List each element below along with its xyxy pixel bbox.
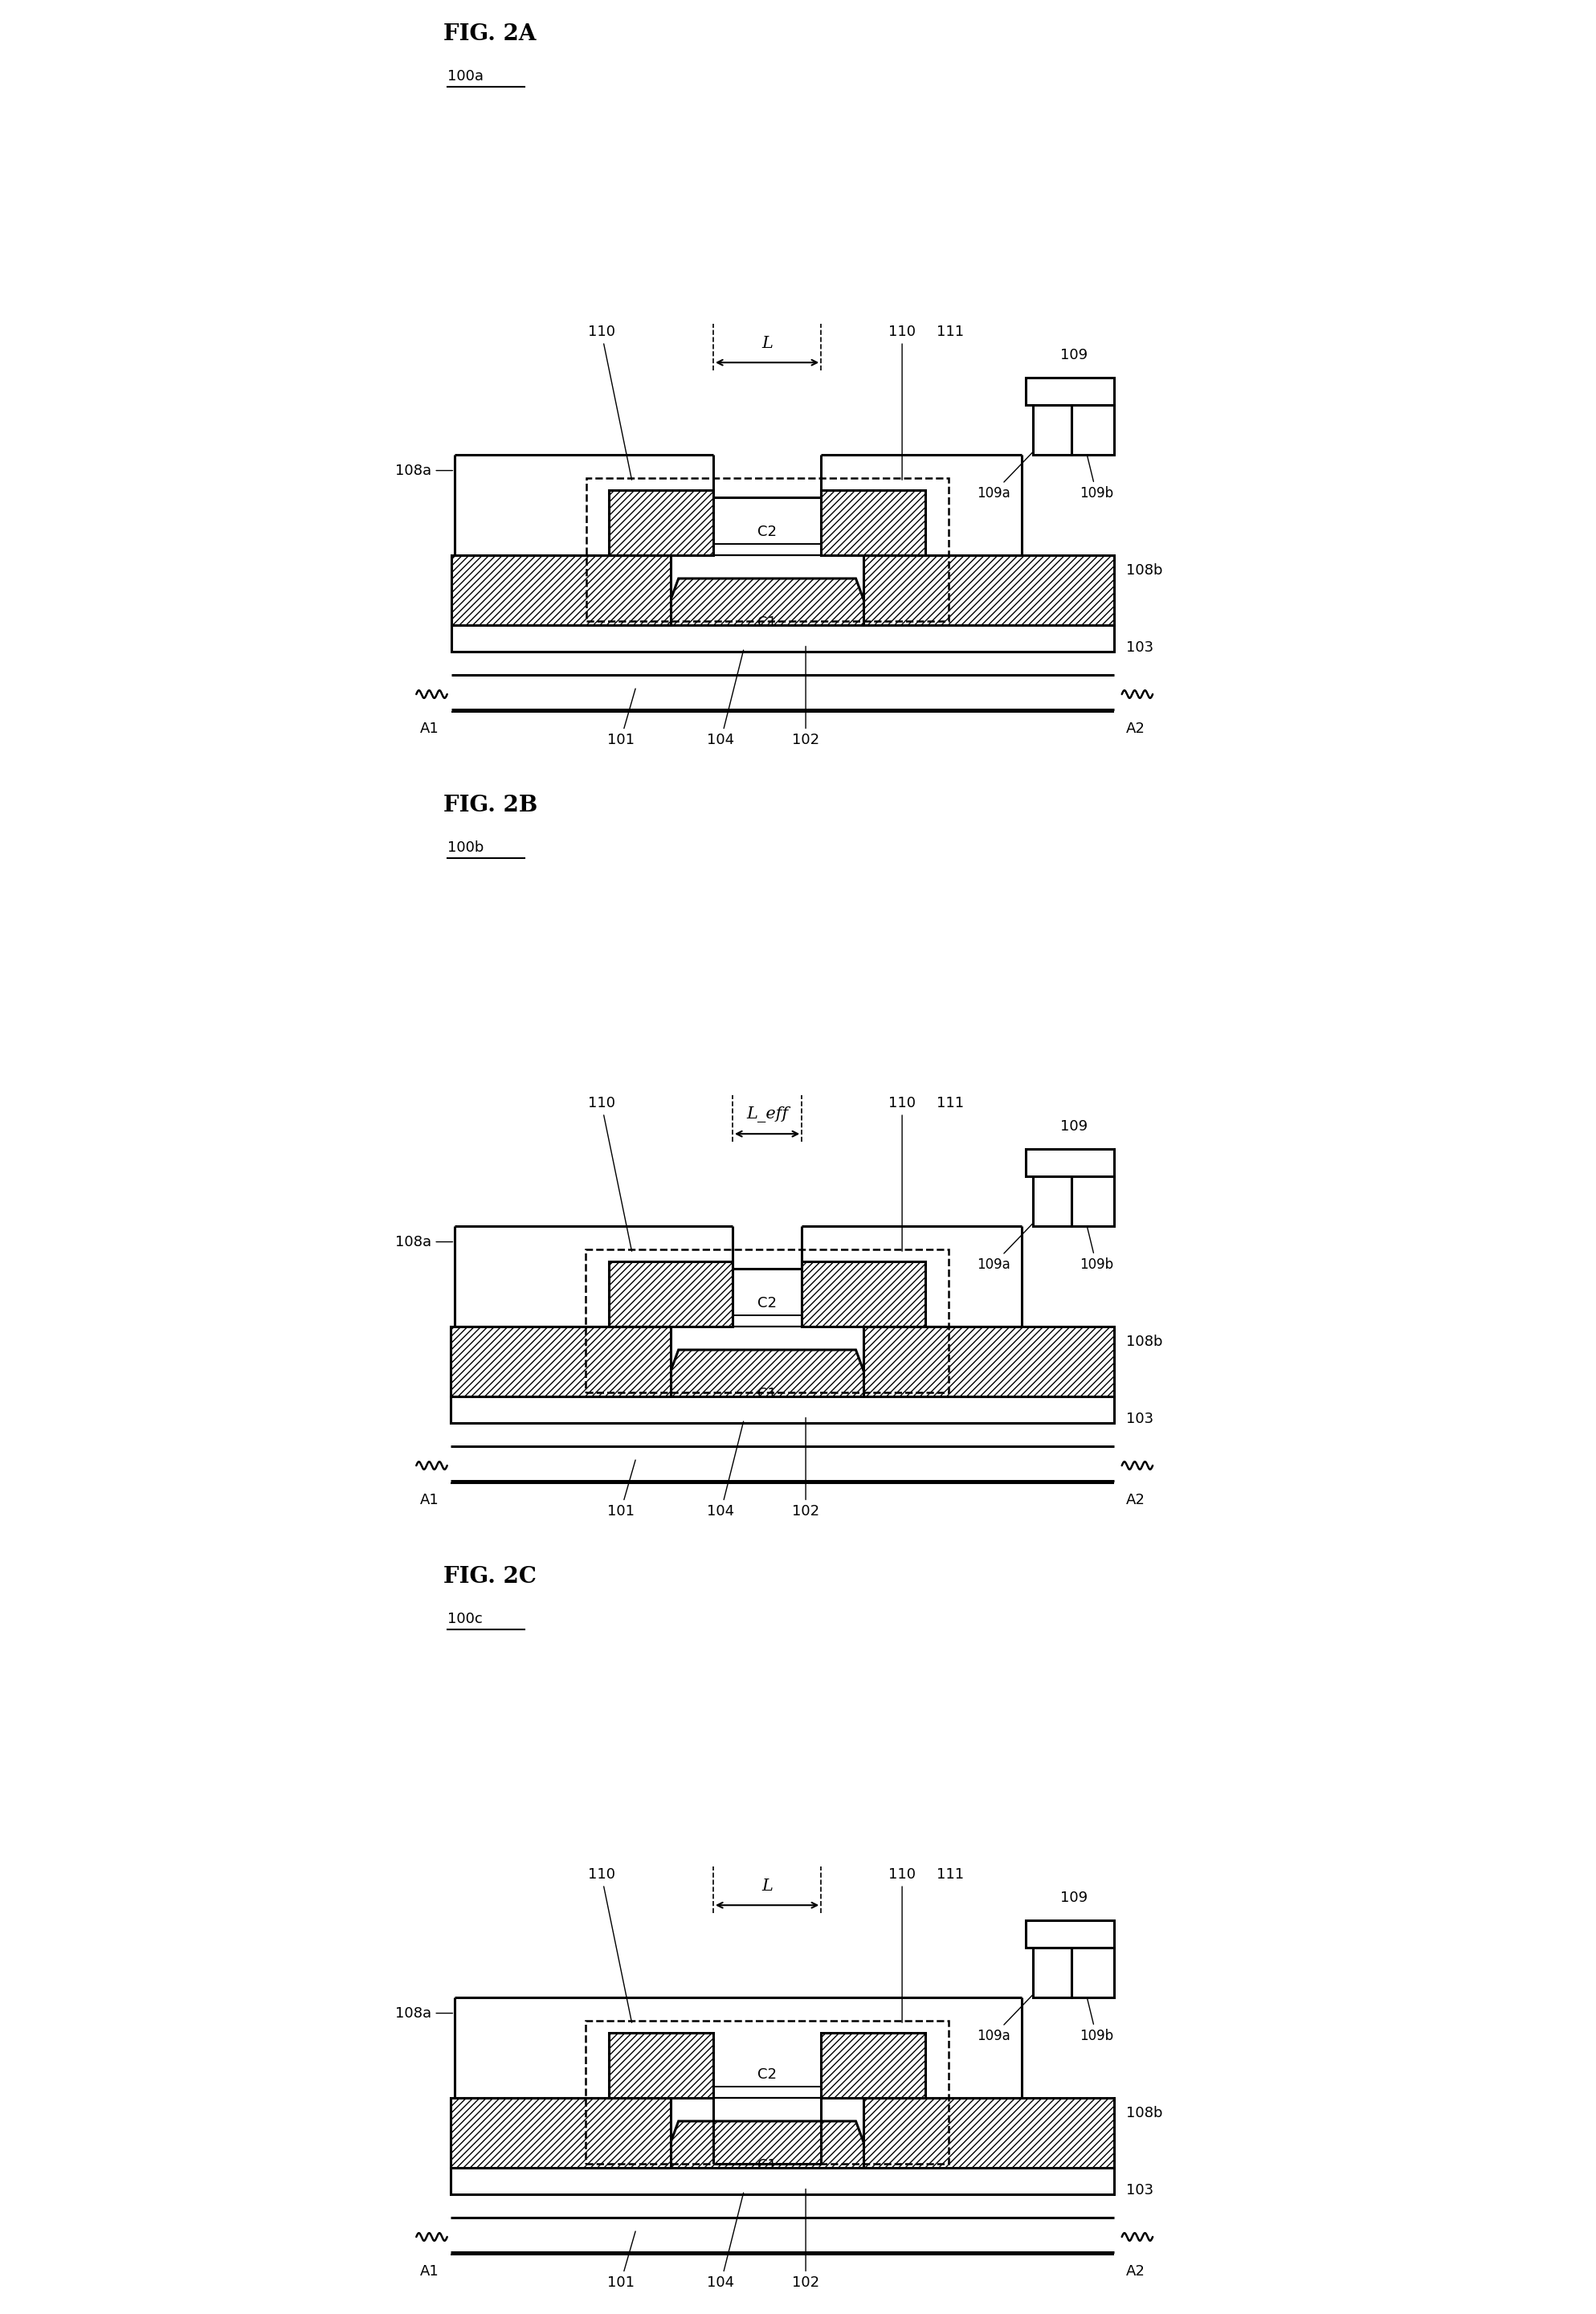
Text: 104: 104: [707, 650, 744, 747]
Text: 104: 104: [707, 2194, 744, 2291]
Text: C1: C1: [758, 2159, 777, 2173]
Polygon shape: [452, 2168, 1114, 2194]
Text: 111: 111: [937, 324, 964, 340]
Text: 110: 110: [587, 324, 632, 479]
Polygon shape: [863, 555, 1114, 625]
Bar: [586, 2020, 948, 2164]
Text: C2: C2: [758, 2069, 777, 2083]
Text: C1: C1: [758, 1386, 777, 1402]
Text: FIG. 2A: FIG. 2A: [444, 23, 536, 44]
Polygon shape: [452, 1326, 670, 1395]
Polygon shape: [1026, 1150, 1114, 1176]
Polygon shape: [452, 625, 1114, 653]
Polygon shape: [651, 2122, 883, 2194]
Polygon shape: [1026, 1921, 1114, 1948]
Text: 109b: 109b: [1079, 442, 1114, 500]
Text: 109b: 109b: [1079, 1985, 1114, 2043]
Text: 110: 110: [889, 324, 916, 479]
Text: L_eff: L_eff: [747, 1106, 788, 1122]
Polygon shape: [820, 2032, 926, 2099]
Text: 102: 102: [792, 646, 819, 747]
Bar: [586, 479, 948, 620]
Polygon shape: [1073, 1176, 1114, 1226]
Text: 109: 109: [1060, 1120, 1087, 1134]
Text: 100a: 100a: [447, 69, 484, 83]
Text: 104: 104: [707, 1421, 744, 1518]
Text: 108b: 108b: [1125, 565, 1162, 578]
Text: 108b: 108b: [1125, 2106, 1162, 2120]
Text: 109a: 109a: [977, 1983, 1044, 2043]
Text: L: L: [761, 336, 772, 352]
Text: 109: 109: [1060, 1891, 1087, 1904]
Polygon shape: [801, 1261, 926, 1326]
Text: 100b: 100b: [447, 840, 484, 856]
Polygon shape: [452, 1395, 1114, 1423]
Polygon shape: [452, 2099, 670, 2168]
Polygon shape: [1033, 405, 1073, 456]
Text: 101: 101: [606, 2231, 635, 2291]
Text: 108b: 108b: [1125, 1335, 1162, 1349]
Polygon shape: [1033, 1948, 1073, 1997]
Text: 101: 101: [606, 1460, 635, 1518]
Text: A1: A1: [420, 722, 439, 736]
Text: 102: 102: [792, 1418, 819, 1518]
Text: 109: 109: [1060, 347, 1087, 363]
Text: A2: A2: [1125, 722, 1144, 736]
Polygon shape: [651, 578, 883, 653]
Text: 103: 103: [1125, 2184, 1154, 2198]
Text: A2: A2: [1125, 2265, 1144, 2279]
Text: A1: A1: [420, 2265, 439, 2279]
Polygon shape: [452, 555, 670, 625]
Polygon shape: [610, 491, 713, 555]
Text: A1: A1: [420, 1493, 439, 1506]
Text: 101: 101: [606, 690, 635, 747]
Text: 109a: 109a: [977, 442, 1044, 500]
Text: 103: 103: [1125, 641, 1154, 655]
Text: 108a: 108a: [396, 463, 453, 477]
Text: FIG. 2C: FIG. 2C: [444, 1567, 536, 1587]
Text: 102: 102: [792, 2189, 819, 2291]
Bar: [586, 1250, 948, 1393]
Polygon shape: [610, 1261, 733, 1326]
Text: 100c: 100c: [447, 1613, 482, 1627]
Polygon shape: [651, 1349, 883, 1423]
Polygon shape: [863, 2099, 1114, 2168]
Text: 108a: 108a: [396, 1236, 453, 1250]
Text: 110: 110: [889, 1097, 916, 1252]
Text: 110: 110: [587, 1097, 632, 1252]
Text: 110: 110: [587, 1867, 632, 2022]
Text: C2: C2: [758, 525, 777, 539]
Text: C1: C1: [758, 616, 777, 629]
Polygon shape: [610, 2032, 713, 2099]
Text: 108a: 108a: [396, 2006, 453, 2020]
Text: 111: 111: [937, 1097, 964, 1111]
Text: 111: 111: [937, 1867, 964, 1881]
Text: C2: C2: [758, 1296, 777, 1310]
Text: L: L: [761, 1879, 772, 1893]
Text: 109b: 109b: [1079, 1213, 1114, 1273]
Polygon shape: [1033, 1176, 1073, 1226]
Polygon shape: [1073, 1948, 1114, 1997]
Polygon shape: [1026, 377, 1114, 405]
Text: 109a: 109a: [977, 1213, 1044, 1273]
Polygon shape: [863, 1326, 1114, 1395]
Text: 103: 103: [1125, 1412, 1154, 1425]
Text: A2: A2: [1125, 1493, 1144, 1506]
Text: 110: 110: [889, 1867, 916, 2022]
Text: FIG. 2B: FIG. 2B: [444, 794, 538, 817]
Polygon shape: [1073, 405, 1114, 456]
Polygon shape: [820, 491, 926, 555]
